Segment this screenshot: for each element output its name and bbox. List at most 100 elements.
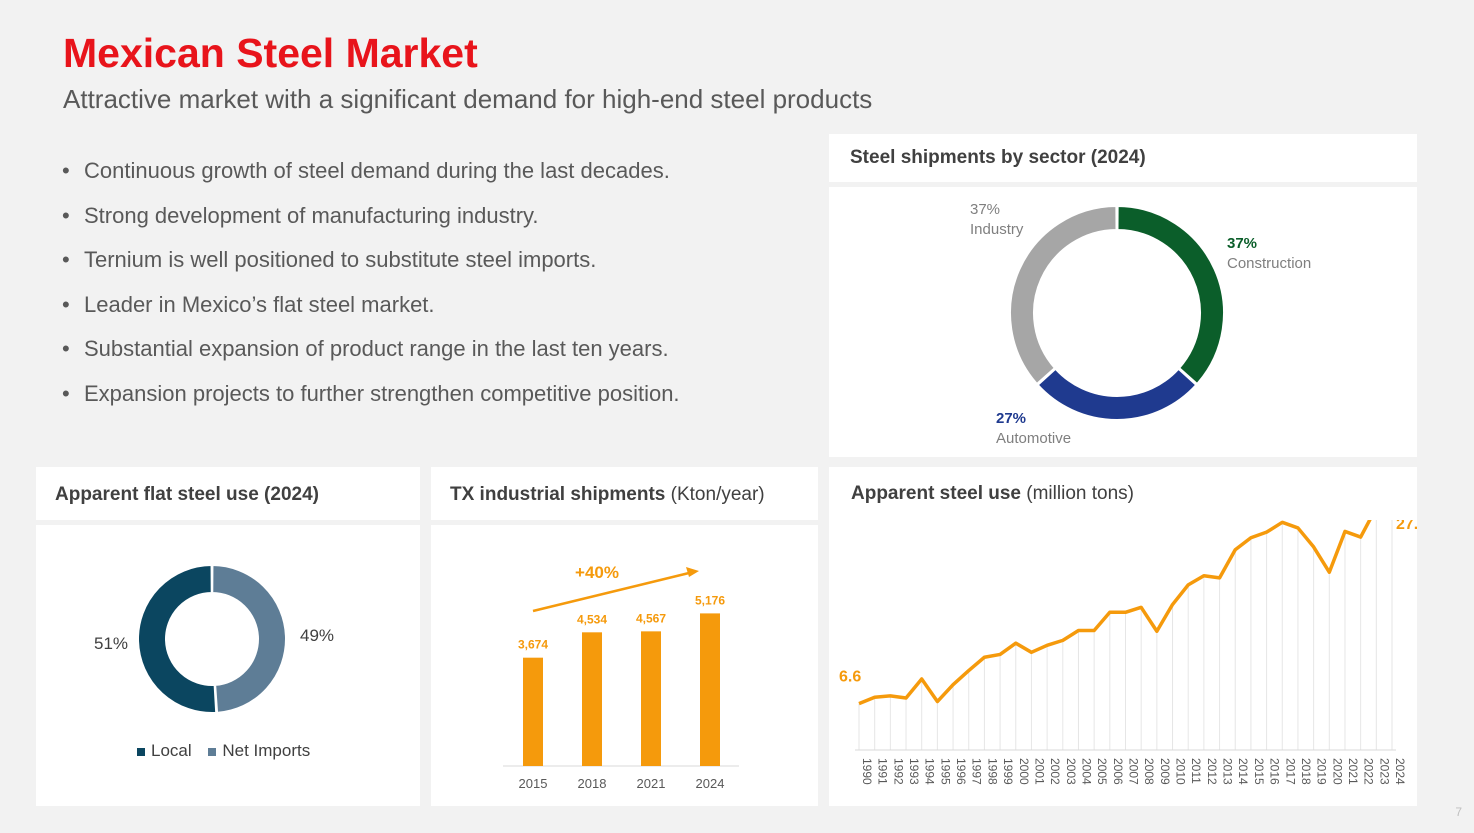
tx-value-label: 3,674: [518, 638, 548, 652]
legend-label: Local: [151, 741, 192, 760]
steel-use-year-label: 2014: [1236, 758, 1250, 785]
steel-use-line-chart: 1990 1991 1992 1993 1994 1995 1996 1997 1998 1999…: [839, 505, 1427, 785]
steel-use-year-label: 2003: [1064, 758, 1078, 785]
steel-use-title-main: Apparent steel use: [851, 483, 1021, 504]
tx-bar-2024: [700, 613, 720, 766]
steel-use-year-label: 2007: [1127, 758, 1141, 785]
sector-donut-chart: 37% Construction 27% Automotive 37% Industry: [970, 201, 1311, 447]
sector-name-label: Construction: [1227, 255, 1311, 272]
flat-local-pct-label: 51%: [94, 634, 128, 653]
flat-donut-chart: 51% 49%: [94, 563, 334, 714]
steel-use-year-label: 1990: [860, 758, 874, 785]
page-title: Mexican Steel Market: [63, 30, 478, 76]
steel-use-year-label: 1994: [923, 758, 937, 785]
steel-use-year-label: 1992: [891, 758, 905, 785]
flat-chart-title: Apparent flat steel use (2024): [55, 484, 319, 505]
steel-use-year-label: 2009: [1158, 758, 1172, 785]
flat-chart-panel: 51% 49%: [36, 525, 420, 806]
tx-chart-title: TX industrial shipments (Kton/year): [450, 484, 765, 506]
steel-use-year-label: 2021: [1346, 758, 1360, 785]
tx-bar-2015: [523, 657, 543, 766]
steel-use-chart-title: Apparent steel use (million tons): [851, 483, 1134, 505]
legend-label: Net Imports: [222, 741, 311, 760]
steel-use-year-label: 1998: [985, 758, 999, 785]
bullet-text: Leader in Mexico’s flat steel market.: [84, 291, 435, 317]
steel-use-year-label: 2017: [1283, 758, 1297, 785]
bullet-marker: •: [62, 291, 70, 317]
bullet-marker: •: [62, 380, 70, 406]
tx-category-label: 2018: [578, 776, 607, 791]
steel-use-year-label: 2024: [1393, 758, 1407, 785]
legend-swatch: [208, 747, 217, 756]
bullet-marker: •: [62, 336, 70, 362]
steel-use-year-label: 2013: [1221, 758, 1235, 785]
tx-bar-chart: 3,674 2015 4,534 2018 4,567 2021 5,176 2024 +40%: [503, 563, 739, 791]
steel-use-year-label: 2008: [1142, 758, 1156, 785]
tx-chart-title-unit: (Kton/year): [670, 484, 765, 505]
tx-chart-panel: 3,674 2015 4,534 2018 4,567 2021 5,176 2024 +40%: [431, 525, 818, 806]
steel-use-year-label: 2006: [1111, 758, 1125, 785]
bullet-text: Ternium is well positioned to substitute…: [84, 247, 597, 273]
bullet-item: • Strong development of manufacturing ind…: [62, 201, 680, 246]
sector-pct-label: 37%: [970, 201, 1000, 218]
steel-use-year-label: 2005: [1095, 758, 1109, 785]
tx-bar-2018: [582, 632, 602, 766]
flat-slice-net-imports: [211, 563, 287, 714]
bullet-item: • Substantial expansion of product range …: [62, 334, 680, 379]
bullet-item: • Ternium is well positioned to substitut…: [62, 245, 680, 290]
tx-growth-annotation: +40%: [575, 563, 619, 582]
tx-chart-title-main: TX industrial shipments: [450, 484, 666, 505]
bullet-item: • Continuous growth of steel demand durin…: [62, 156, 680, 201]
sector-chart-panel: 37% Construction 27% Automotive 37% Industry: [829, 187, 1417, 457]
steel-use-chart-panel: 1990 1991 1992 1993 1994 1995 1996 1997 1998 1999…: [829, 505, 1427, 806]
steel-use-last-value-label: 27.6: [1396, 520, 1417, 533]
steel-use-year-label: 1993: [907, 758, 921, 785]
steel-use-year-label: 2010: [1174, 758, 1188, 785]
bullet-item: • Expansion projects to further strengthe…: [62, 379, 680, 424]
steel-use-year-label: 2011: [1189, 758, 1203, 784]
bullet-marker: •: [62, 202, 70, 228]
steel-use-year-label: 2020: [1330, 758, 1344, 785]
tx-bar-2021: [641, 631, 661, 766]
steel-use-year-label: 2001: [1032, 758, 1046, 785]
bullet-text: Expansion projects to further strengthen…: [84, 380, 680, 406]
bullet-list: • Continuous growth of steel demand durin…: [62, 156, 680, 424]
page-subtitle: Attractive market with a significant dem…: [63, 84, 873, 114]
legend-item-local: Local: [137, 741, 192, 761]
sector-pct-label: 37%: [1227, 235, 1257, 252]
tx-trend-arrow-line: [532, 571, 690, 613]
steel-use-year-label: 2000: [1017, 758, 1031, 785]
bullet-item: • Leader in Mexico’s flat steel market.: [62, 290, 680, 335]
sector-slice-construction: [1116, 204, 1225, 386]
tx-chart-header: TX industrial shipments (Kton/year): [431, 467, 818, 520]
steel-use-year-label: 1996: [954, 758, 968, 785]
steel-use-title-unit: (million tons): [1026, 483, 1134, 504]
tx-category-label: 2024: [696, 776, 725, 791]
tx-value-label: 5,176: [695, 593, 725, 607]
bullet-text: Strong development of manufacturing indu…: [84, 202, 539, 228]
sector-name-label: Automotive: [996, 430, 1071, 447]
bullet-text: Substantial expansion of product range i…: [84, 336, 669, 362]
steel-use-year-label: 1991: [876, 758, 890, 785]
steel-use-year-label: 2018: [1299, 758, 1313, 785]
sector-chart-header: Steel shipments by sector (2024): [829, 134, 1417, 182]
steel-use-series-line: [858, 505, 1393, 706]
legend-item-net-imports: Net Imports: [208, 741, 310, 761]
bullet-marker: •: [62, 247, 70, 273]
steel-use-year-label: 1995: [938, 758, 952, 785]
sector-pct-label: 27%: [996, 410, 1026, 427]
steel-use-year-label: 2002: [1048, 758, 1062, 785]
steel-use-year-label: 2015: [1252, 758, 1266, 785]
page-number: 7: [1455, 805, 1462, 819]
steel-use-year-label: 1997: [970, 758, 984, 785]
legend-swatch: [137, 747, 145, 756]
steel-use-year-label: 2016: [1268, 758, 1282, 785]
tx-category-label: 2021: [637, 776, 666, 791]
sector-slice-automotive: [1036, 367, 1198, 421]
flat-imports-pct-label: 49%: [300, 626, 334, 645]
sector-name-label: Industry: [970, 221, 1024, 238]
flat-slice-local: [137, 563, 218, 714]
steel-use-year-label: 2019: [1315, 758, 1329, 785]
steel-use-year-label: 2022: [1362, 758, 1376, 785]
steel-use-year-label: 2012: [1205, 758, 1219, 785]
